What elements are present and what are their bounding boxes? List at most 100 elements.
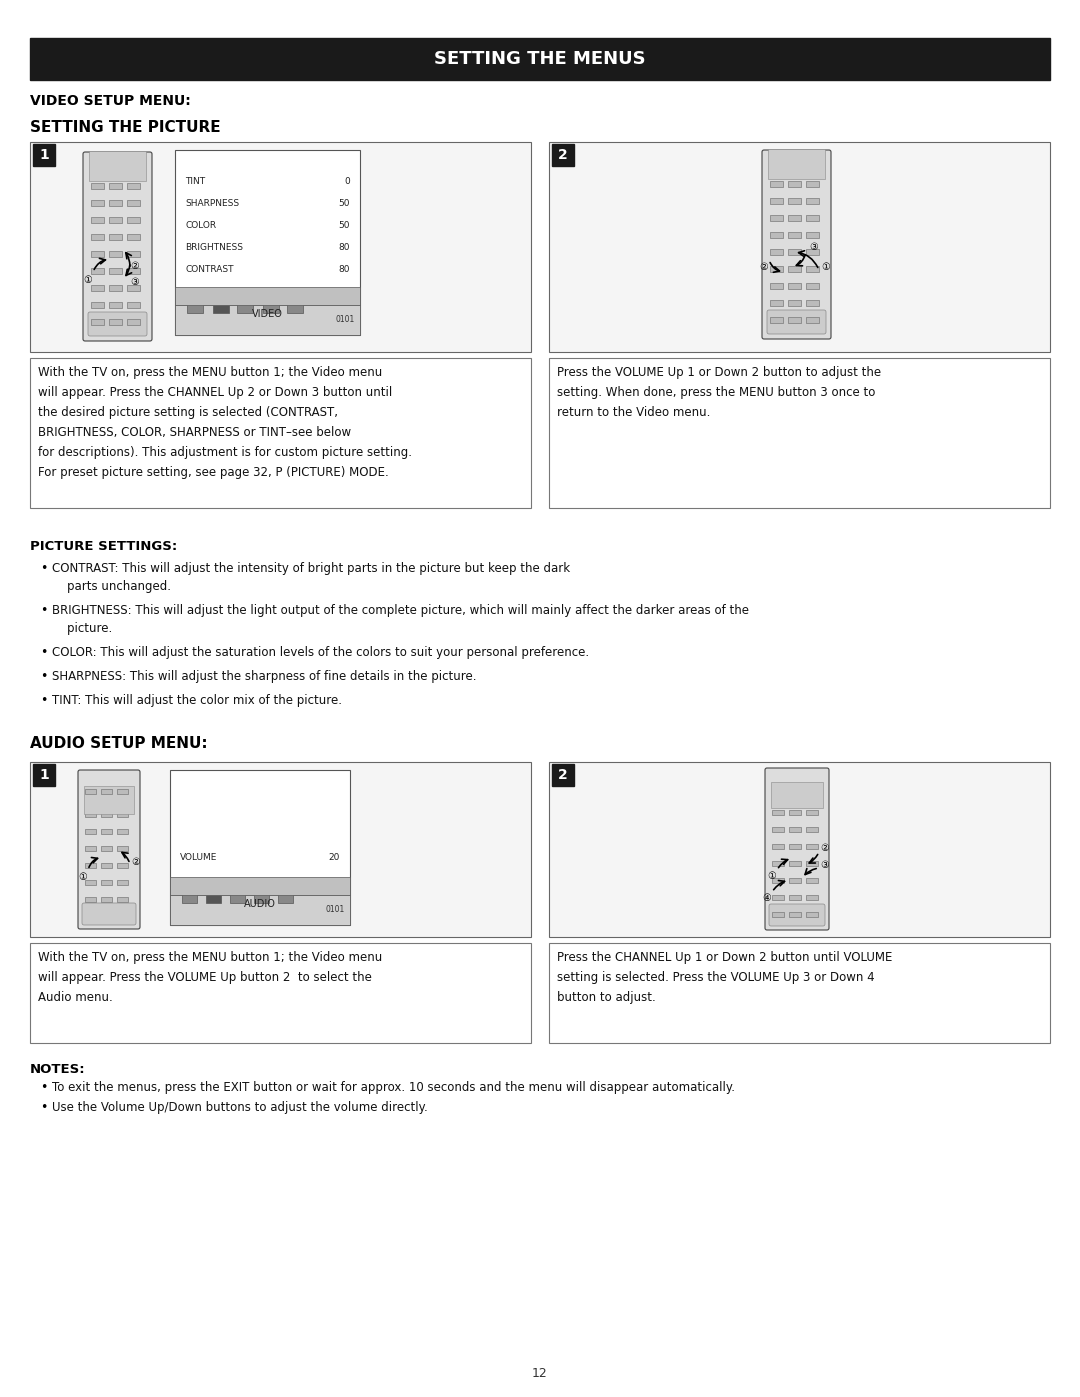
Bar	[278, 888, 293, 902]
Bar	[806, 182, 819, 187]
Bar	[772, 912, 784, 916]
Bar	[117, 828, 129, 834]
Bar	[102, 863, 112, 868]
Text: ②: ②	[759, 263, 768, 272]
Bar	[770, 265, 783, 272]
Text: AUDIO SETUP MENU:: AUDIO SETUP MENU:	[30, 736, 207, 752]
Text: CONTRAST: CONTRAST	[185, 264, 233, 274]
Bar	[85, 812, 96, 817]
Text: ②: ②	[821, 842, 829, 854]
Bar	[770, 198, 783, 204]
Bar	[30, 943, 531, 1044]
Text: With the TV on, press the MENU button 1; the Video menu
will appear. Press the C: With the TV on, press the MENU button 1;…	[38, 366, 411, 479]
Bar	[117, 789, 129, 793]
Bar	[109, 302, 122, 307]
Bar	[806, 810, 818, 814]
Bar	[91, 217, 104, 224]
Bar	[109, 251, 122, 257]
Bar	[117, 880, 129, 886]
Bar	[549, 358, 1050, 509]
Bar	[806, 215, 819, 221]
Text: •: •	[40, 1081, 48, 1094]
Bar	[772, 844, 784, 849]
Bar	[102, 847, 112, 851]
Bar	[806, 265, 819, 272]
Bar	[788, 232, 801, 237]
Text: •: •	[40, 645, 48, 659]
Text: To exit the menus, press the EXIT button or wait for approx. 10 seconds and the : To exit the menus, press the EXIT button…	[52, 1081, 735, 1094]
Bar	[170, 877, 350, 895]
Bar	[806, 861, 818, 866]
Bar	[127, 235, 140, 240]
Text: COLOR: This will adjust the saturation levels of the colors to suit your persona: COLOR: This will adjust the saturation l…	[52, 645, 589, 659]
Bar	[127, 319, 140, 326]
Text: 1: 1	[39, 148, 49, 162]
Bar	[237, 298, 253, 313]
Bar	[768, 149, 825, 179]
Bar	[127, 200, 140, 205]
Bar	[806, 249, 819, 256]
Bar	[806, 198, 819, 204]
Bar	[109, 217, 122, 224]
Bar	[806, 793, 818, 798]
Bar	[85, 863, 96, 868]
Bar	[91, 200, 104, 205]
Bar	[806, 827, 818, 833]
Text: Use the Volume Up/Down buttons to adjust the volume directly.: Use the Volume Up/Down buttons to adjust…	[52, 1101, 428, 1113]
Text: ③: ③	[810, 242, 819, 251]
Bar	[117, 897, 129, 902]
Text: BRIGHTNESS: BRIGHTNESS	[185, 243, 243, 251]
Bar	[170, 895, 350, 925]
Text: VOLUME: VOLUME	[180, 852, 217, 862]
Bar	[175, 286, 360, 305]
Bar	[770, 182, 783, 187]
Bar	[117, 847, 129, 851]
Text: ②: ②	[131, 261, 139, 271]
Text: BRIGHTNESS: This will adjust the light output of the complete picture, which wil: BRIGHTNESS: This will adjust the light o…	[52, 604, 750, 636]
Bar	[806, 877, 818, 883]
Bar	[91, 302, 104, 307]
Text: Press the VOLUME Up 1 or Down 2 button to adjust the
setting. When done, press t: Press the VOLUME Up 1 or Down 2 button t…	[557, 366, 881, 419]
FancyBboxPatch shape	[769, 904, 825, 926]
Bar	[806, 895, 818, 900]
Text: •: •	[40, 604, 48, 617]
Bar	[109, 319, 122, 326]
FancyBboxPatch shape	[78, 770, 140, 929]
Bar	[85, 789, 96, 793]
Bar	[187, 298, 203, 313]
Text: TINT: This will adjust the color mix of the picture.: TINT: This will adjust the color mix of …	[52, 694, 342, 707]
Bar	[85, 847, 96, 851]
Bar	[33, 144, 55, 166]
Bar	[109, 235, 122, 240]
Bar	[85, 828, 96, 834]
Bar	[788, 284, 801, 289]
Bar	[772, 827, 784, 833]
Bar	[789, 844, 801, 849]
Bar	[788, 198, 801, 204]
Bar	[30, 761, 531, 937]
Bar	[789, 877, 801, 883]
FancyBboxPatch shape	[83, 152, 152, 341]
Bar	[30, 358, 531, 509]
Bar	[552, 144, 573, 166]
Bar	[772, 793, 784, 798]
Text: Press the CHANNEL Up 1 or Down 2 button until VOLUME
setting is selected. Press : Press the CHANNEL Up 1 or Down 2 button …	[557, 951, 892, 1004]
Bar	[127, 217, 140, 224]
Bar	[549, 142, 1050, 352]
Bar	[84, 787, 134, 814]
Bar	[806, 232, 819, 237]
Text: ①: ①	[83, 275, 93, 285]
Bar	[806, 284, 819, 289]
Bar	[127, 251, 140, 257]
Bar	[772, 895, 784, 900]
FancyBboxPatch shape	[82, 902, 136, 925]
Bar	[127, 302, 140, 307]
Bar	[230, 888, 245, 902]
Bar	[789, 861, 801, 866]
Bar	[789, 827, 801, 833]
Text: COLOR: COLOR	[185, 221, 216, 229]
Bar	[30, 38, 1050, 80]
Text: 0101: 0101	[326, 905, 345, 915]
Bar	[183, 888, 197, 902]
Text: SHARPNESS: SHARPNESS	[185, 198, 239, 208]
